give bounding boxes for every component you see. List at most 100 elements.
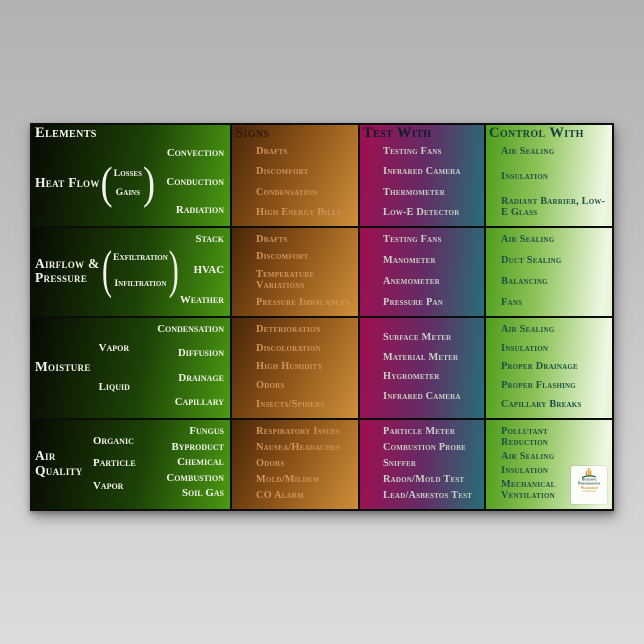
cell-moisture-signs: Deterioration Discoloration High Humidit… [232,318,358,418]
test-item: Lead/Asbestos Test [383,489,473,501]
sign-item: Deterioration [256,324,321,335]
sign-item: CO Alarm [256,489,304,501]
open-paren: ( [102,241,112,299]
sign-item: High Energy Bills [256,206,342,218]
cell-airflow-control-with: Air Sealing Duct Sealing Balancing Fans [486,228,612,316]
close-paren: ) [143,157,155,208]
sign-item: Odors [256,380,285,392]
cell-moisture-elements: Moisture Vapor Liquid Condensation Diffu… [32,318,230,418]
row-label-moisture: Moisture [35,358,91,374]
sign-item: Pressure Imbalances [256,296,350,308]
row-label-air-quality: Air Quality [35,448,83,478]
control-item: Fans [501,296,523,308]
open-paren: ( [100,157,113,208]
sign-item: Condensation [256,186,318,198]
sign-item: Temperature Variations [256,268,315,291]
sign-item: Insects/Spiders [256,398,325,410]
element-sub-label: Vapor [93,479,124,492]
control-item: Insulation [501,170,549,182]
element-item: Fungus [189,425,224,437]
test-item: Particle Meter [383,426,456,437]
logo-text-line1: Building [581,476,597,482]
cell-moisture-test-with: Surface Meter Material Meter Hygrometer … [360,318,484,418]
row-label-airflow-pressure: Airflow & Pressure [35,255,100,285]
sign-item: Drafts [256,146,288,157]
control-item: Mechanical Ventilation [501,478,556,501]
test-item: Material Meter [383,351,459,363]
control-item: Proper Flashing [501,380,576,392]
row-label-heat-flow: Heat Flow [35,174,100,190]
cell-air-quality-elements: Air Quality Organic Particle Vapor Fungu… [32,420,230,509]
building-icon [582,468,596,478]
control-item: Balancing [501,275,548,287]
sign-item: Mold/Mildew [256,473,320,485]
element-sub-label: Liquid [98,380,130,393]
element-item: Diffusion [177,347,224,360]
element-item: Soil Gas [181,487,224,500]
logo-text-line2: Performance [577,481,601,486]
cell-air-quality-test-with: Particle Meter Combustion Probe Sniffer … [360,420,484,509]
control-item: Duct Sealing [501,254,562,266]
element-item: HVAC [193,263,224,276]
test-item: Infrared Camera [383,390,461,402]
element-item: Capillary [174,396,224,409]
paren-word: Gains [115,186,141,198]
cell-heat-flow-test-with: Test With Testing Fans Infrared Camera T… [360,125,484,226]
building-performance-workshop-logo: Building Performance Workshop [571,466,607,504]
sign-item: Odors [256,457,285,469]
test-item: Sniffer [383,457,417,469]
test-item: Pressure Pan [383,296,443,308]
element-item: Chemical [177,456,224,469]
column-header-test-with: Test With [363,125,432,141]
poster: Elements Heat Flow ( Losses Gains ) Conv… [30,123,614,511]
control-item: Insulation [501,464,549,476]
control-item: Capillary Breaks [501,398,582,410]
cell-heat-flow-control-with: Control With Air Sealing Insulation Radi… [486,125,612,226]
sign-item: Discoloration [256,342,321,354]
control-item: Air Sealing [501,324,555,335]
test-item: Hygrometer [383,371,440,383]
cell-air-quality-control-with: Pollutant Reduction Air Sealing Insulati… [486,420,612,509]
control-item: Air Sealing [501,234,555,245]
cell-air-quality-signs: Respiratory Issues Nausea/Headaches Odor… [232,420,358,509]
test-item: Surface Meter [383,332,452,343]
column-header-signs: Signs [235,125,270,141]
cell-heat-flow-signs: Signs Drafts Discomfort Condensation Hig… [232,125,358,226]
cell-airflow-elements: Airflow & Pressure ( Exfiltration Infilt… [32,228,230,316]
logo-divider [582,490,596,492]
control-item: Air Sealing [501,146,555,157]
paren-word: Losses [113,167,142,179]
element-item: Drainage [178,371,224,384]
sign-item: Drafts [256,234,288,245]
element-item: Stack [195,233,224,245]
column-header-elements: Elements [35,125,97,141]
close-paren: ) [168,241,179,299]
element-item: Combustion [166,471,224,484]
test-item: Infrared Camera [383,166,461,178]
element-sub-label: Particle [93,457,136,470]
paren-word: Exfiltration [113,252,168,264]
element-item: Weather [180,294,224,307]
control-item: Air Sealing [501,451,555,462]
test-item: Testing Fans [383,146,442,157]
test-item: Radon/Mold Test [383,473,465,485]
test-item: Low-E Detector [383,206,460,218]
test-item: Anemometer [383,275,440,287]
control-item: Radiant Barrier, Low-E Glass [501,195,606,218]
test-item: Thermometer [383,186,445,198]
sign-item: Discomfort [256,166,309,178]
test-item: Combustion Probe [383,441,466,453]
cell-moisture-control-with: Air Sealing Insulation Proper Drainage P… [486,318,612,418]
element-item: Condensation [157,323,224,335]
sign-item: Respiratory Issues [256,426,341,437]
element-sub-label: Organic [93,435,134,448]
control-item: Pollutant Reduction [501,426,548,449]
test-item: Testing Fans [383,234,442,245]
sign-item: Nausea/Headaches [256,441,341,453]
element-sub-label: Vapor [98,341,130,354]
sign-item: Discomfort [256,251,309,263]
paren-word: Infiltration [114,278,167,289]
elements-table: Elements Heat Flow ( Losses Gains ) Conv… [30,123,614,511]
element-item: Byproduct [171,440,224,453]
